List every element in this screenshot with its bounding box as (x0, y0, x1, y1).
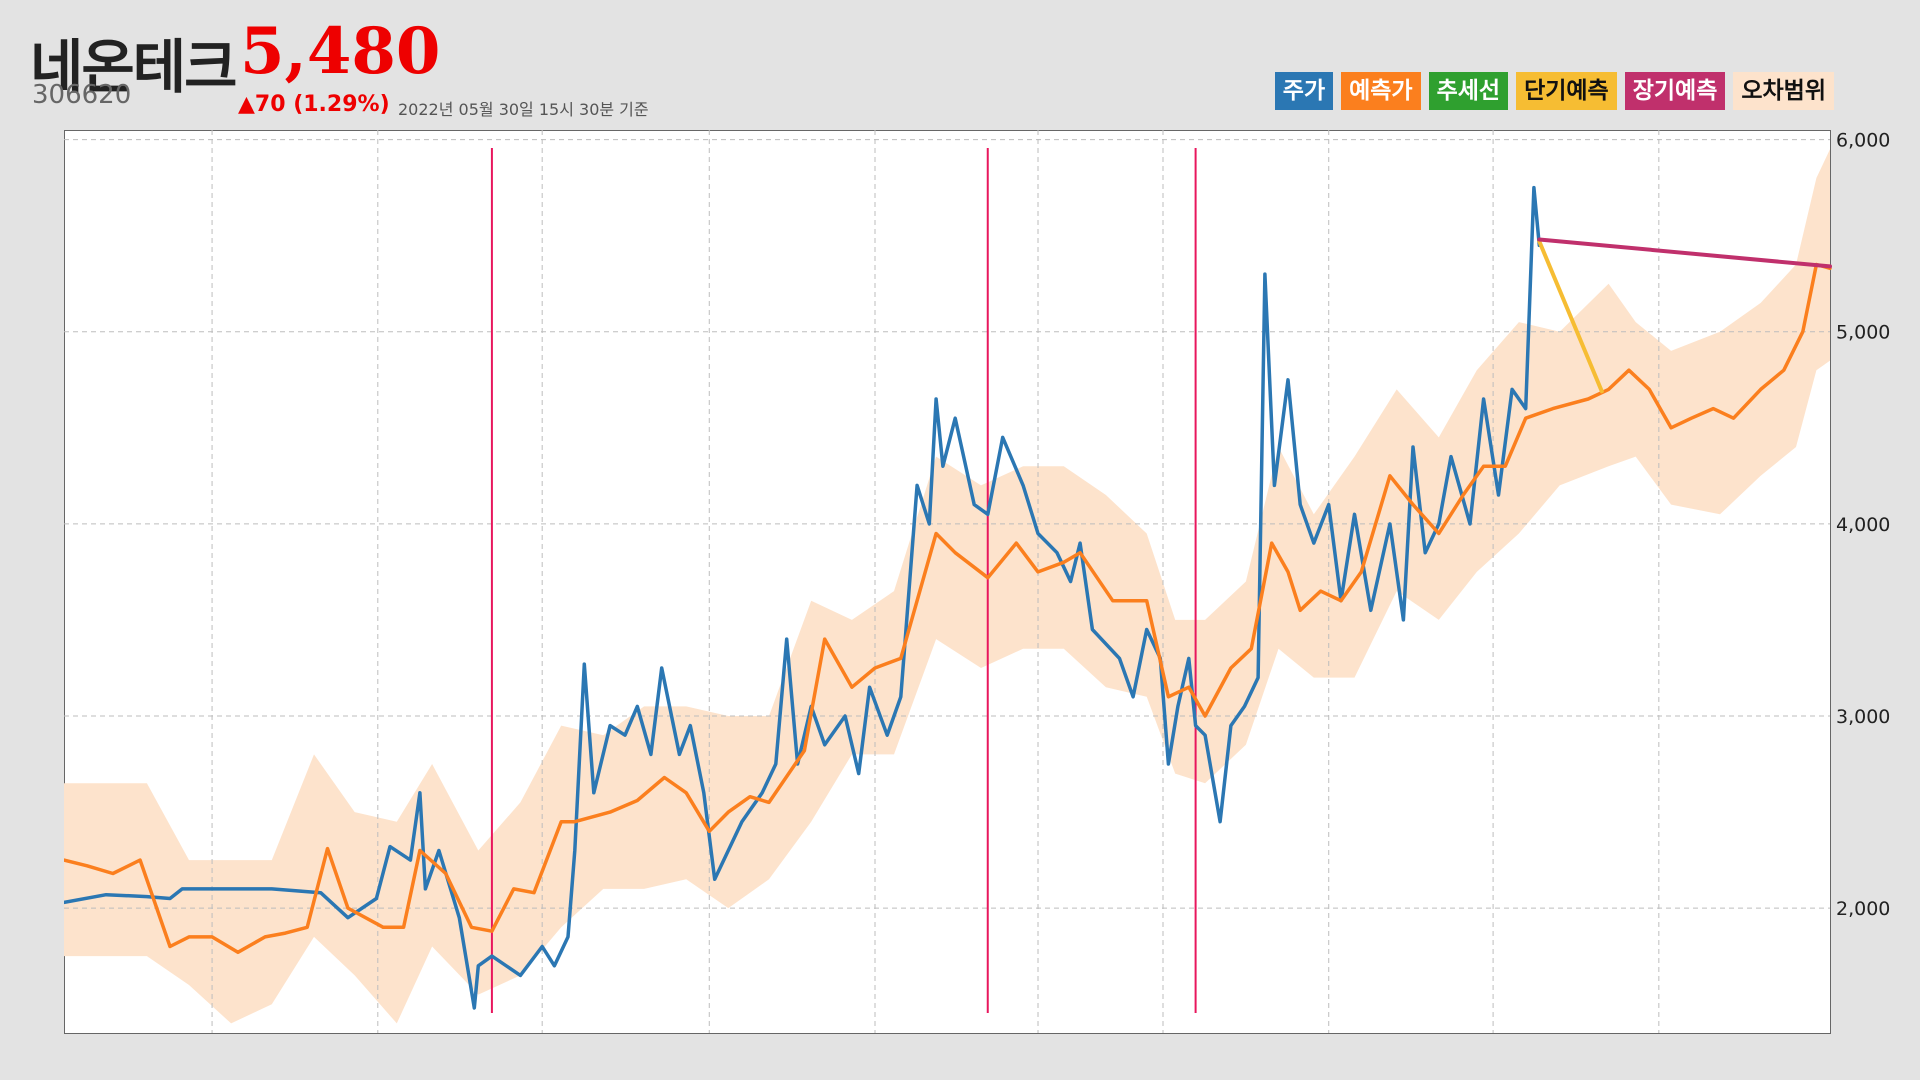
price-line (64, 185, 1542, 1010)
legend-item-error-range[interactable]: 오차범위 (1733, 72, 1834, 110)
y-tick-label: 3,000 (1836, 706, 1890, 728)
y-tick-label: 2,000 (1836, 898, 1890, 920)
predicted-line (64, 262, 1832, 955)
error-band (64, 149, 1830, 1024)
current-price: 5,480 (240, 14, 441, 89)
chart-legend: 주가 예측가 추세선 단기예측 장기예측 오차범위 (1274, 72, 1834, 110)
stock-code: 306620 (32, 80, 132, 110)
price-change: ▲70 (1.29%) (238, 92, 390, 117)
stock-name: 네온테크 (30, 33, 237, 101)
long-term-forecast-line (1537, 237, 1832, 269)
y-tick-label: 5,000 (1836, 322, 1890, 344)
timestamp: 2022년 05월 30일 15시 30분 기준 (398, 100, 649, 119)
legend-item-predicted[interactable]: 예측가 (1341, 72, 1421, 110)
legend-item-trendline[interactable]: 추세선 (1428, 72, 1509, 110)
legend-item-price[interactable]: 주가 (1274, 72, 1334, 110)
short-term-forecast-line (1537, 239, 1604, 394)
y-tick-label: 4,000 (1836, 514, 1890, 536)
legend-item-short-term[interactable]: 단기예측 (1516, 72, 1617, 110)
legend-item-long-term[interactable]: 장기예측 (1624, 72, 1726, 110)
y-tick-label: 6,000 (1836, 130, 1890, 152)
price-chart: 2019-092020-012020-052020-092021-012021-… (64, 130, 1890, 1034)
